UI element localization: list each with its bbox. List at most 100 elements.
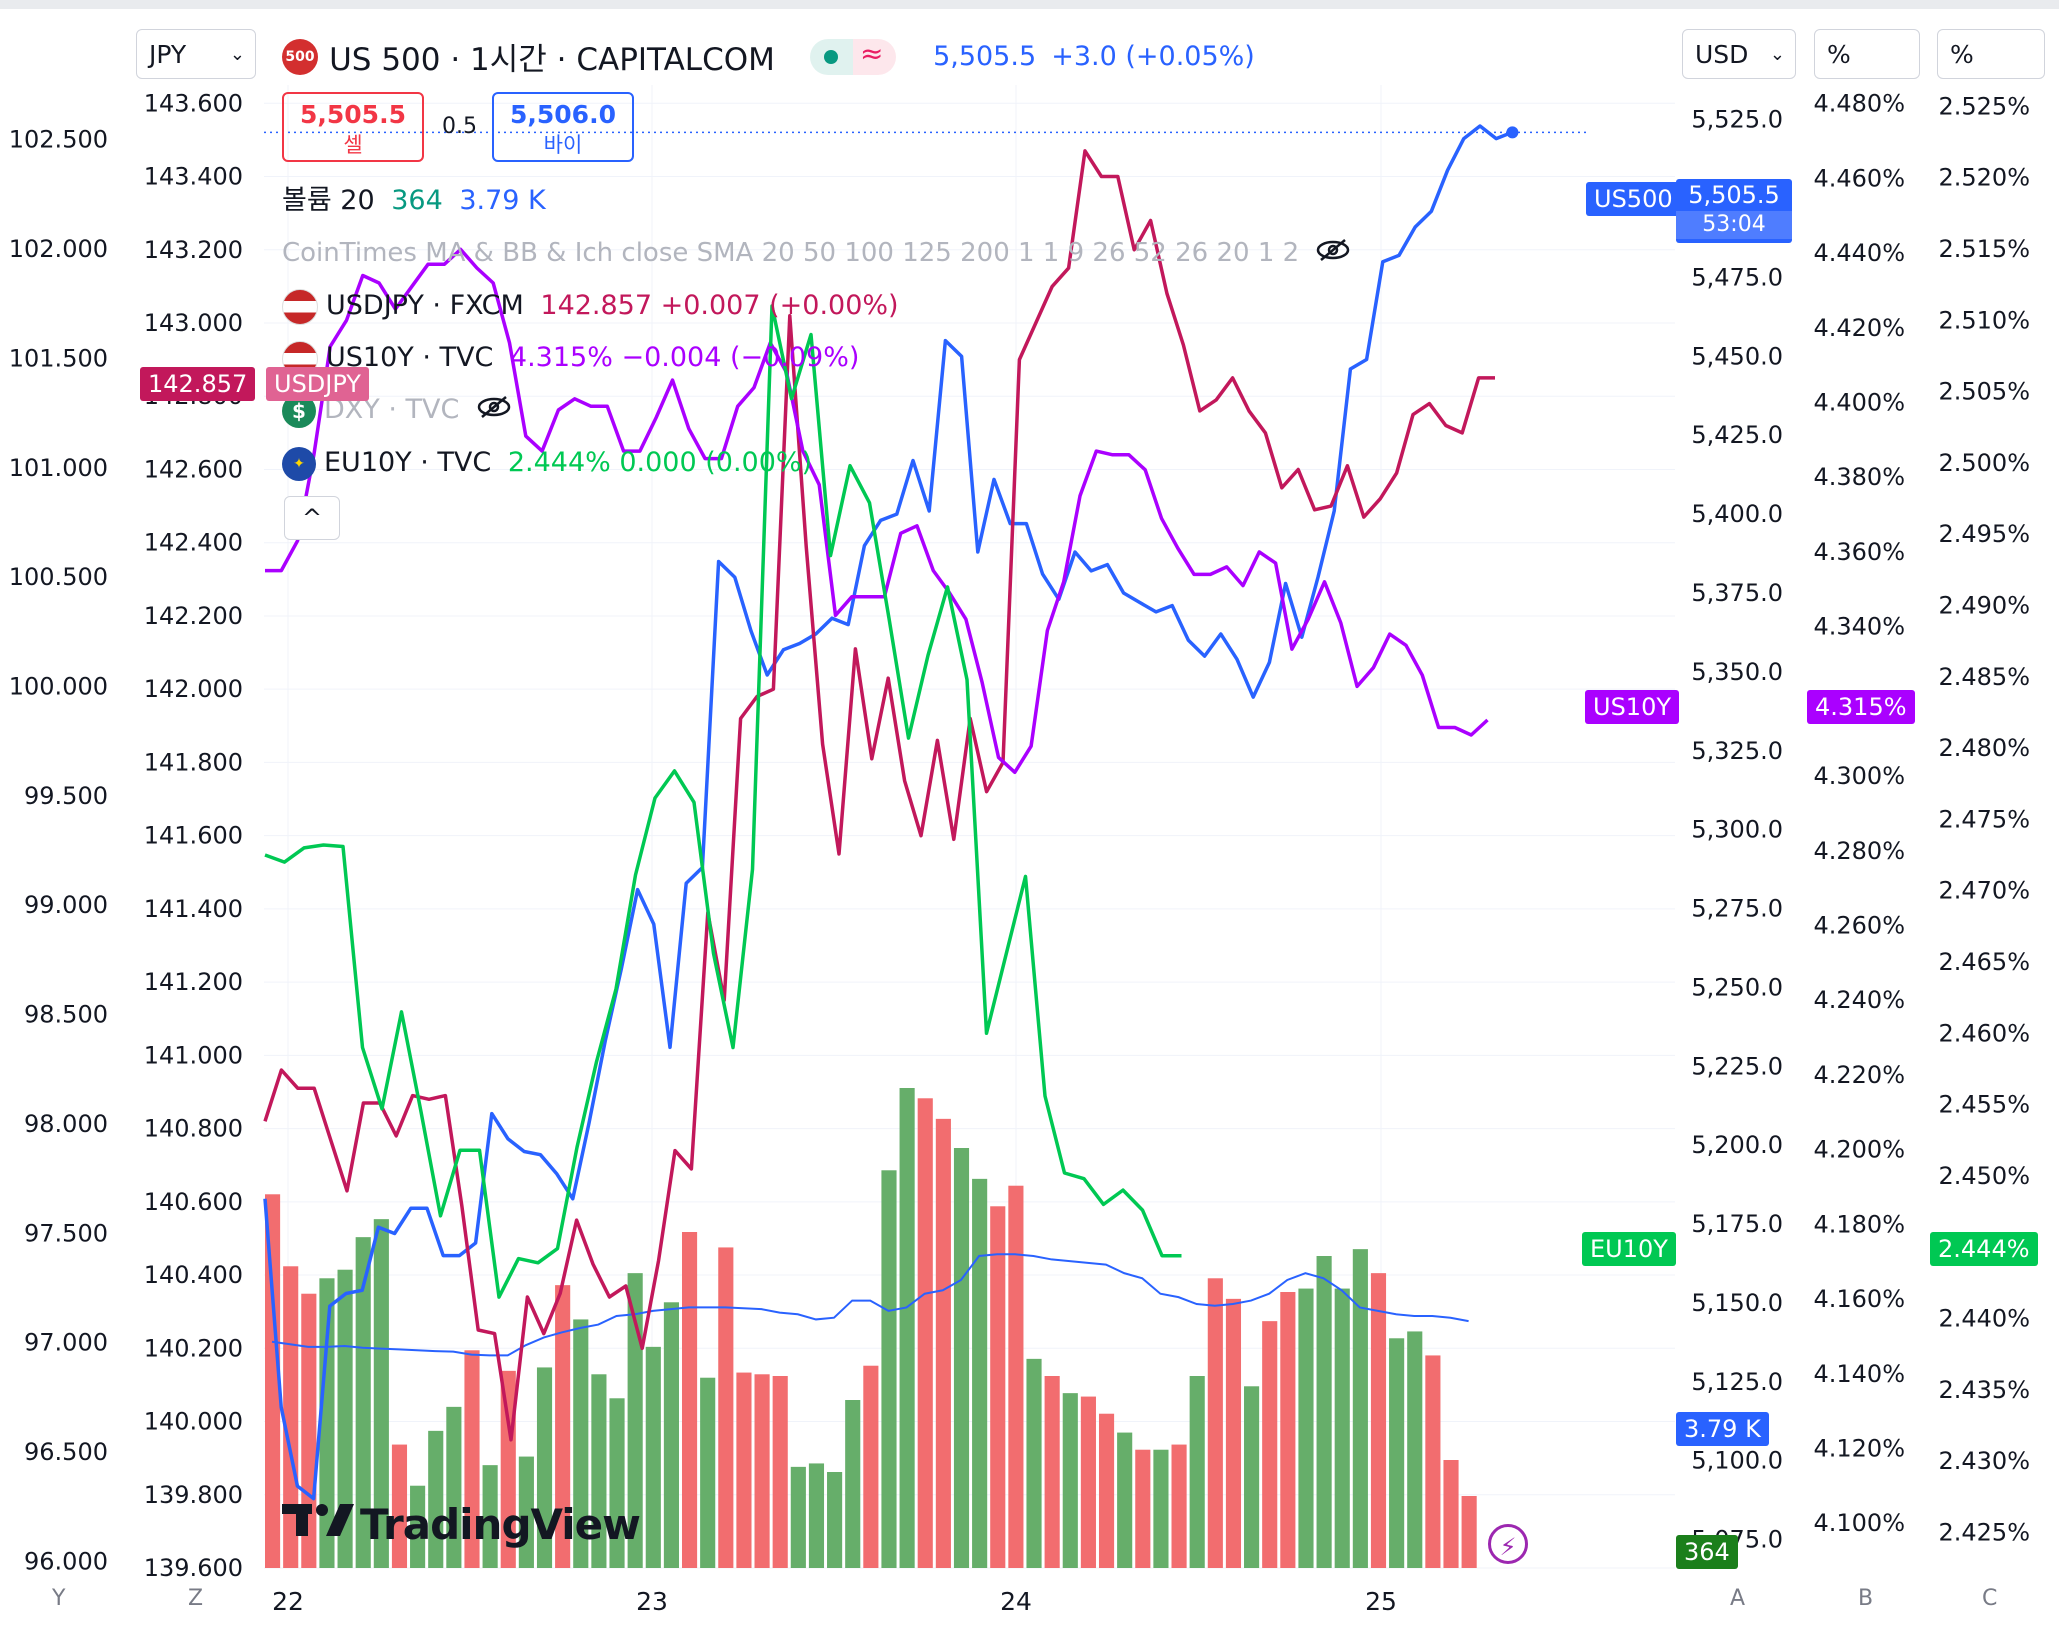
legend-usdjpy[interactable]: USDJPY · FXCM 142.857 +0.007 (+0.00%) bbox=[282, 285, 907, 327]
pct_axis_c-tick: 2.465% bbox=[1938, 948, 2030, 976]
usd_axis-tick: 5,300.0 bbox=[1691, 816, 1783, 844]
volume-bar-up bbox=[355, 1237, 371, 1568]
usd_axis-tick: 5,250.0 bbox=[1691, 973, 1783, 1001]
dxy_axis-tick: 99.000 bbox=[24, 891, 108, 919]
buy-label: 바이 bbox=[543, 133, 583, 157]
axis-labels: 22 23 24 25 102.500 102.000 101.500 101.000 100.… bbox=[9, 89, 2030, 1616]
volume-bar-up bbox=[972, 1178, 988, 1568]
volume-bar-down bbox=[935, 1118, 951, 1568]
axis-z-toggle[interactable]: Z bbox=[188, 1586, 204, 1611]
volume-value: 364 bbox=[391, 185, 443, 216]
jpy_axis-tick: 142.600 bbox=[144, 455, 243, 483]
right-unit-c-label: % bbox=[1950, 40, 1974, 69]
us500-price-tag: 5,505.5 53:04 bbox=[1676, 179, 1792, 243]
volume-bar-up bbox=[1316, 1256, 1332, 1568]
pct_axis_b-tick: 4.340% bbox=[1813, 613, 1905, 641]
volume-bar-down bbox=[555, 1285, 571, 1568]
pct_axis_b-tick: 4.220% bbox=[1813, 1061, 1905, 1089]
volume-bar-up bbox=[1244, 1386, 1260, 1568]
volume-bar-down bbox=[718, 1247, 734, 1568]
pct_axis_c-tick: 2.450% bbox=[1938, 1162, 2030, 1190]
buy-button[interactable]: 5,506.0 바이 bbox=[492, 92, 634, 162]
volume-bar-down bbox=[917, 1098, 933, 1568]
grid-lines bbox=[264, 85, 1675, 1569]
legend-us10y[interactable]: US10Y · TVC 4.315% −0.004 (−0.09%) bbox=[282, 337, 867, 379]
volume-bar-up bbox=[1153, 1449, 1169, 1568]
volume-bar-up bbox=[808, 1463, 825, 1568]
usd_axis-tick: 5,450.0 bbox=[1691, 342, 1783, 370]
axis-a-toggle[interactable]: A bbox=[1730, 1586, 1746, 1611]
series-line-usdjpy bbox=[263, 149, 1495, 1442]
chevron-down-icon: ⌄ bbox=[229, 44, 245, 65]
us10y-name-tag: US10Y bbox=[1585, 690, 1679, 724]
jpy_axis-tick: 143.000 bbox=[144, 309, 243, 337]
volume-bar-down bbox=[1225, 1298, 1242, 1568]
usd_axis-tick: 5,175.0 bbox=[1691, 1210, 1783, 1238]
volume-bar-up bbox=[319, 1278, 335, 1568]
volume-bar-down bbox=[1280, 1292, 1296, 1568]
volume-bar-up bbox=[410, 1485, 426, 1568]
volume-bar-up bbox=[899, 1088, 915, 1568]
legend-eu10y[interactable]: ✦ EU10Y · TVC 2.444% 0.000 (0.00%) bbox=[282, 442, 820, 484]
dxy_axis-tick: 98.000 bbox=[24, 1110, 108, 1138]
volume-bar-down bbox=[1443, 1460, 1459, 1568]
left-unit-select[interactable]: JPY ⌄ bbox=[136, 29, 256, 79]
lightning-icon[interactable]: ⚡ bbox=[1488, 1524, 1528, 1564]
tradingview-watermark[interactable]: TradingView bbox=[282, 1497, 641, 1550]
jpy_axis-tick: 142.400 bbox=[144, 529, 243, 557]
dxy_axis-tick: 101.500 bbox=[9, 344, 108, 372]
right-unit-select-b[interactable]: % bbox=[1814, 29, 1920, 79]
pct_axis_c-tick: 2.460% bbox=[1938, 1019, 2030, 1047]
volume-bar-down bbox=[1171, 1444, 1187, 1568]
jpy_axis-tick: 141.800 bbox=[144, 748, 243, 776]
pct_axis_b-tick: 4.440% bbox=[1813, 239, 1905, 267]
jpy_axis-tick: 143.600 bbox=[144, 89, 243, 117]
pct_axis_b-tick: 4.480% bbox=[1813, 90, 1905, 118]
symbol-header[interactable]: 500 US 500 · 1시간 · CAPITALCOM ≈ 5,505.5 … bbox=[282, 34, 1255, 78]
usd_axis-tick: 5,125.0 bbox=[1691, 1368, 1783, 1396]
hidden-eye-icon[interactable] bbox=[1315, 233, 1351, 275]
x-tick-label: 24 bbox=[1000, 1587, 1032, 1616]
pct_axis_b-tick: 4.200% bbox=[1813, 1136, 1905, 1164]
pct_axis_c-tick: 2.425% bbox=[1938, 1518, 2030, 1546]
axis-b-toggle[interactable]: B bbox=[1858, 1586, 1874, 1611]
pct_axis_b-tick: 4.120% bbox=[1813, 1434, 1905, 1462]
price-lines bbox=[263, 124, 1588, 1501]
volume-bar-down bbox=[736, 1372, 752, 1568]
x-tick-label: 25 bbox=[1365, 1587, 1397, 1616]
usd_axis-tick: 5,375.0 bbox=[1691, 579, 1783, 607]
axis-c-toggle[interactable]: C bbox=[1982, 1586, 1998, 1611]
right-unit-select-c[interactable]: % bbox=[1937, 29, 2045, 79]
jpy_axis-tick: 140.400 bbox=[144, 1261, 243, 1289]
hidden-eye-icon[interactable] bbox=[476, 390, 512, 432]
pct_axis_b-tick: 4.180% bbox=[1813, 1210, 1905, 1238]
symbol-title: US 500 · 1시간 · CAPITALCOM bbox=[329, 42, 775, 78]
usdjpy-tag-value: 142.857 bbox=[148, 370, 248, 398]
pct_axis_c-tick: 2.475% bbox=[1938, 805, 2030, 833]
collapse-legend-button[interactable]: ^ bbox=[284, 496, 340, 540]
legend-volume[interactable]: 볼륨 20 364 3.79 K bbox=[282, 180, 554, 222]
market-status-badge[interactable]: ≈ bbox=[809, 36, 896, 75]
usd_axis-tick: 5,200.0 bbox=[1691, 1131, 1783, 1159]
pct_axis_b-tick: 4.420% bbox=[1813, 314, 1905, 342]
usd_axis-tick: 5,400.0 bbox=[1691, 500, 1783, 528]
jpy_axis-tick: 141.400 bbox=[144, 895, 243, 923]
legend-indicator[interactable]: CoinTimes MA & BB & Ich close SMA 20 50 … bbox=[282, 232, 1359, 274]
volume-bar-up bbox=[827, 1472, 843, 1568]
sell-button[interactable]: 5,505.5 셀 bbox=[282, 92, 424, 162]
dxy_axis-tick: 100.500 bbox=[9, 563, 108, 591]
approx-icon: ≈ bbox=[859, 36, 884, 70]
dxy_axis-tick: 96.000 bbox=[24, 1547, 108, 1575]
us500-tag-name: US500 bbox=[1594, 185, 1673, 213]
right-unit-b-label: % bbox=[1827, 40, 1851, 69]
volume-bar-up bbox=[645, 1346, 661, 1568]
usd_axis-tick: 5,475.0 bbox=[1691, 263, 1783, 291]
pct_axis_c-tick: 2.435% bbox=[1938, 1376, 2030, 1404]
jpy_axis-tick: 139.600 bbox=[144, 1554, 243, 1582]
usdjpy-name-tag: USDJPY bbox=[266, 367, 369, 401]
right-unit-select-a[interactable]: USD ⌄ bbox=[1682, 29, 1796, 79]
axis-y-toggle[interactable]: Y bbox=[52, 1586, 66, 1611]
volume-bar-up bbox=[1026, 1358, 1042, 1568]
